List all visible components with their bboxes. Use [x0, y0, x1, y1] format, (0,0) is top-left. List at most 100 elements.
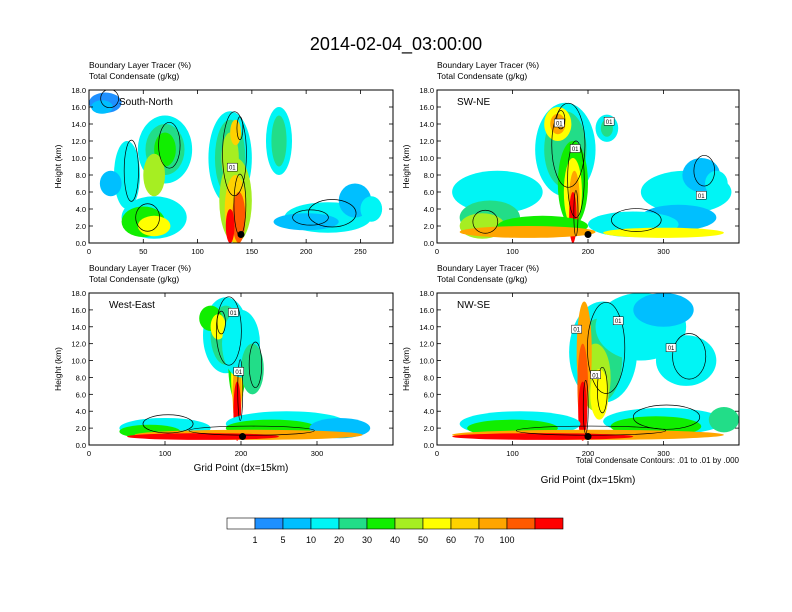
shade-region — [273, 213, 339, 231]
field-label: Total Condensate (g/kg) — [437, 71, 527, 81]
y-tick-label: 14.0 — [71, 120, 86, 129]
shade-region — [633, 293, 694, 327]
figure-title: 2014-02-04_03:00:00 — [310, 34, 482, 55]
contour-line — [582, 380, 589, 434]
y-tick-label: 0.0 — [76, 441, 86, 450]
contour-line — [597, 366, 608, 414]
shade-region — [137, 215, 171, 237]
shade-region — [99, 170, 122, 197]
x-tick-label: 100 — [506, 449, 519, 458]
y-tick-label: 4.0 — [76, 205, 86, 214]
shade-region — [360, 196, 383, 222]
y-tick-label: 8.0 — [76, 171, 86, 180]
colorbar-swatch — [226, 517, 256, 530]
y-tick-label: 14.0 — [419, 323, 434, 332]
y-tick-label: 14.0 — [419, 120, 434, 129]
y-tick-label: 6.0 — [76, 390, 86, 399]
y-tick-label: 8.0 — [76, 373, 86, 382]
contour-label-box — [571, 324, 582, 334]
contour-label: 01 — [229, 166, 236, 172]
y-tick-label: 10.0 — [71, 154, 86, 163]
colorbar: 1 5 10 20 30 40 50 60 70 100 — [226, 517, 564, 545]
y-tick-label: 0.0 — [424, 441, 434, 450]
y-tick-label: 2.0 — [76, 222, 86, 231]
shade-region — [91, 100, 113, 114]
x-tick-label: 250 — [354, 247, 367, 256]
location-marker — [237, 231, 245, 238]
x-tick-label: 200 — [582, 449, 595, 458]
shading — [119, 297, 371, 441]
contour-label-box — [227, 162, 238, 172]
x-tick-label: 300 — [311, 449, 324, 458]
contour-line — [123, 139, 139, 202]
shade-region — [210, 314, 226, 340]
y-tick-label: 2.0 — [424, 222, 434, 231]
contour-label-box — [569, 144, 581, 153]
contour-line — [216, 310, 226, 335]
shade-region — [459, 226, 596, 238]
contour-label: 01 — [556, 122, 563, 128]
colorbar-label: 100 — [499, 535, 514, 545]
contour-line — [472, 209, 499, 234]
y-tick-label: 16.0 — [419, 306, 434, 315]
x-tick-label: 100 — [159, 449, 172, 458]
shade-region — [143, 153, 165, 197]
y-tick-label: 12.0 — [71, 137, 86, 146]
x-tick-label: 100 — [506, 247, 519, 256]
shading — [89, 92, 383, 243]
location-marker — [584, 433, 592, 441]
contour-label-box — [228, 308, 239, 317]
colorbar-label: 70 — [474, 535, 484, 545]
shade-region — [241, 343, 264, 395]
y-tick-label: 4.0 — [424, 205, 434, 214]
shade-region — [127, 433, 279, 440]
contour-line — [236, 116, 244, 141]
y-tick-label: 18.0 — [419, 289, 434, 298]
colorbar-swatch — [478, 517, 508, 530]
y-axis-label: Height (km) — [53, 144, 63, 188]
contour-line — [587, 301, 626, 394]
field-label: Boundary Layer Tracer (%) — [89, 263, 191, 273]
colorbar-label: 60 — [446, 535, 456, 545]
contour-label-box — [233, 367, 244, 376]
y-tick-label: 18.0 — [71, 289, 86, 298]
colorbar-label: 20 — [334, 535, 344, 545]
contour-line — [307, 199, 357, 228]
contour-label: 01 — [668, 346, 675, 352]
contour-label-box — [554, 118, 565, 128]
panel-2: Boundary Layer Tracer (%)Total Condensat… — [401, 60, 740, 256]
field-label: Boundary Layer Tracer (%) — [437, 263, 539, 273]
contour-note: Total Condensate Contours: .01 to .01 by… — [576, 456, 740, 465]
shade-region — [230, 119, 241, 146]
y-tick-label: 8.0 — [424, 373, 434, 382]
field-label: Total Condensate (g/kg) — [89, 71, 179, 81]
x-tick-label: 0 — [87, 247, 91, 256]
location-marker — [584, 231, 592, 238]
plot-frame — [88, 89, 394, 244]
y-axis-label: Height (km) — [401, 144, 411, 188]
y-tick-label: 12.0 — [419, 137, 434, 146]
colorbar-swatch — [450, 517, 480, 530]
y-tick-label: 0.0 — [76, 239, 86, 248]
contour-line — [611, 208, 662, 232]
y-tick-label: 16.0 — [419, 103, 434, 112]
x-tick-label: 300 — [657, 247, 670, 256]
colorbar-label: 40 — [390, 535, 400, 545]
y-axis-label: Height (km) — [53, 347, 63, 391]
colorbar-label: 1 — [252, 535, 257, 545]
contour-label-box — [612, 316, 624, 325]
contour-label-box — [590, 370, 601, 380]
field-label: Total Condensate (g/kg) — [89, 274, 179, 284]
y-tick-label: 6.0 — [76, 188, 86, 197]
y-tick-label: 10.0 — [419, 357, 434, 366]
y-axis-label: Height (km) — [401, 347, 411, 391]
contour-label: 01 — [592, 373, 599, 379]
shade-region — [655, 335, 717, 386]
contour-line — [632, 404, 701, 430]
panel-4: Boundary Layer Tracer (%) Total Condensat… — [401, 263, 740, 486]
y-tick-label: 12.0 — [419, 340, 434, 349]
colorbar-swatch — [282, 517, 312, 530]
contour-label: 01 — [230, 311, 237, 317]
contour-label: 01 — [698, 194, 705, 200]
panel-1: Boundary Layer Tracer (%)Total Condensat… — [53, 60, 394, 256]
